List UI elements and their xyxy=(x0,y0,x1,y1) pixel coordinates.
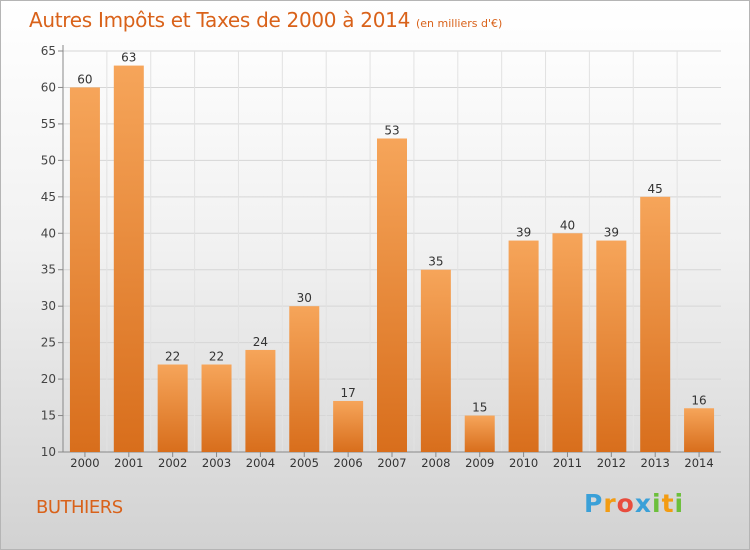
x-tick-label: 2004 xyxy=(246,456,275,470)
data-label: 24 xyxy=(253,335,268,349)
y-tick-label: 35 xyxy=(41,263,56,277)
x-tick-label: 2000 xyxy=(70,456,99,470)
x-tick-label: 2011 xyxy=(553,456,582,470)
bar xyxy=(333,400,364,452)
x-tick-label: 2008 xyxy=(421,456,450,470)
x-tick-label: 2003 xyxy=(202,456,231,470)
bars xyxy=(69,65,715,453)
bar xyxy=(245,349,276,452)
data-label: 39 xyxy=(604,226,619,240)
y-tick-label: 25 xyxy=(41,336,56,350)
bar xyxy=(464,415,495,452)
x-tick-label: 2012 xyxy=(597,456,626,470)
logo-letter: t xyxy=(661,489,675,518)
bar xyxy=(201,364,232,452)
x-tick-label: 2009 xyxy=(465,456,494,470)
data-label: 30 xyxy=(297,291,312,305)
logo-letter: P xyxy=(584,489,604,518)
commune-name: BUTHIERS xyxy=(36,497,123,518)
data-label: 16 xyxy=(691,393,706,407)
data-label: 63 xyxy=(121,51,136,65)
logo-letter: i xyxy=(674,489,685,518)
y-tick-label: 50 xyxy=(41,153,56,167)
data-label: 35 xyxy=(428,255,443,269)
data-label: 15 xyxy=(472,401,487,415)
y-tick-label: 15 xyxy=(41,409,56,423)
x-tick-label: 2002 xyxy=(158,456,187,470)
x-tick-label: 2001 xyxy=(114,456,143,470)
data-label: 22 xyxy=(209,350,224,364)
y-tick-label: 65 xyxy=(41,44,56,58)
y-tick-label: 55 xyxy=(41,117,56,131)
bar xyxy=(420,269,451,452)
chart-subtitle: (en milliers d'€) xyxy=(416,17,503,30)
bar xyxy=(640,196,671,452)
bar xyxy=(684,408,715,452)
x-tick-label: 2014 xyxy=(684,456,713,470)
y-tick-label: 20 xyxy=(41,372,56,386)
bar xyxy=(596,240,627,452)
chart-title: Autres Impôts et Taxes de 2000 à 2014 (en… xyxy=(29,8,502,32)
logo-letter: i xyxy=(652,489,662,518)
x-tick-label: 2006 xyxy=(333,456,362,470)
data-label: 40 xyxy=(560,218,575,232)
bar xyxy=(157,364,188,452)
y-tick-label: 60 xyxy=(41,80,56,94)
logo-letter: r xyxy=(603,489,617,518)
logo-letter: x xyxy=(634,489,652,518)
bar xyxy=(69,87,100,453)
bar xyxy=(113,65,144,452)
title-text: Autres Impôts et Taxes de 2000 à 2014 xyxy=(29,8,410,32)
x-tick-label: 2010 xyxy=(509,456,538,470)
x-tick-label: 2013 xyxy=(641,456,670,470)
bar xyxy=(377,138,407,452)
y-tick-label: 30 xyxy=(41,299,56,313)
data-label: 60 xyxy=(77,72,92,86)
y-tick-label: 10 xyxy=(41,445,56,459)
bar xyxy=(508,240,539,452)
data-label: 45 xyxy=(648,182,663,196)
data-label: 22 xyxy=(165,350,180,364)
y-tick-label: 40 xyxy=(41,226,56,240)
data-label: 17 xyxy=(340,386,355,400)
bar xyxy=(552,233,583,452)
data-label: 53 xyxy=(384,123,399,137)
bar xyxy=(289,306,320,452)
labels: 10 15 20 25 30 35 40 45 50 55 60 65 60 2000 63 2001 22 20… xyxy=(41,44,714,470)
x-tick-label: 2007 xyxy=(377,456,406,470)
y-tick-label: 45 xyxy=(41,190,56,204)
proxiti-logo: Proxiti xyxy=(584,489,684,518)
data-label: 39 xyxy=(516,226,531,240)
logo-letter: o xyxy=(616,489,635,518)
x-tick-label: 2005 xyxy=(290,456,319,470)
